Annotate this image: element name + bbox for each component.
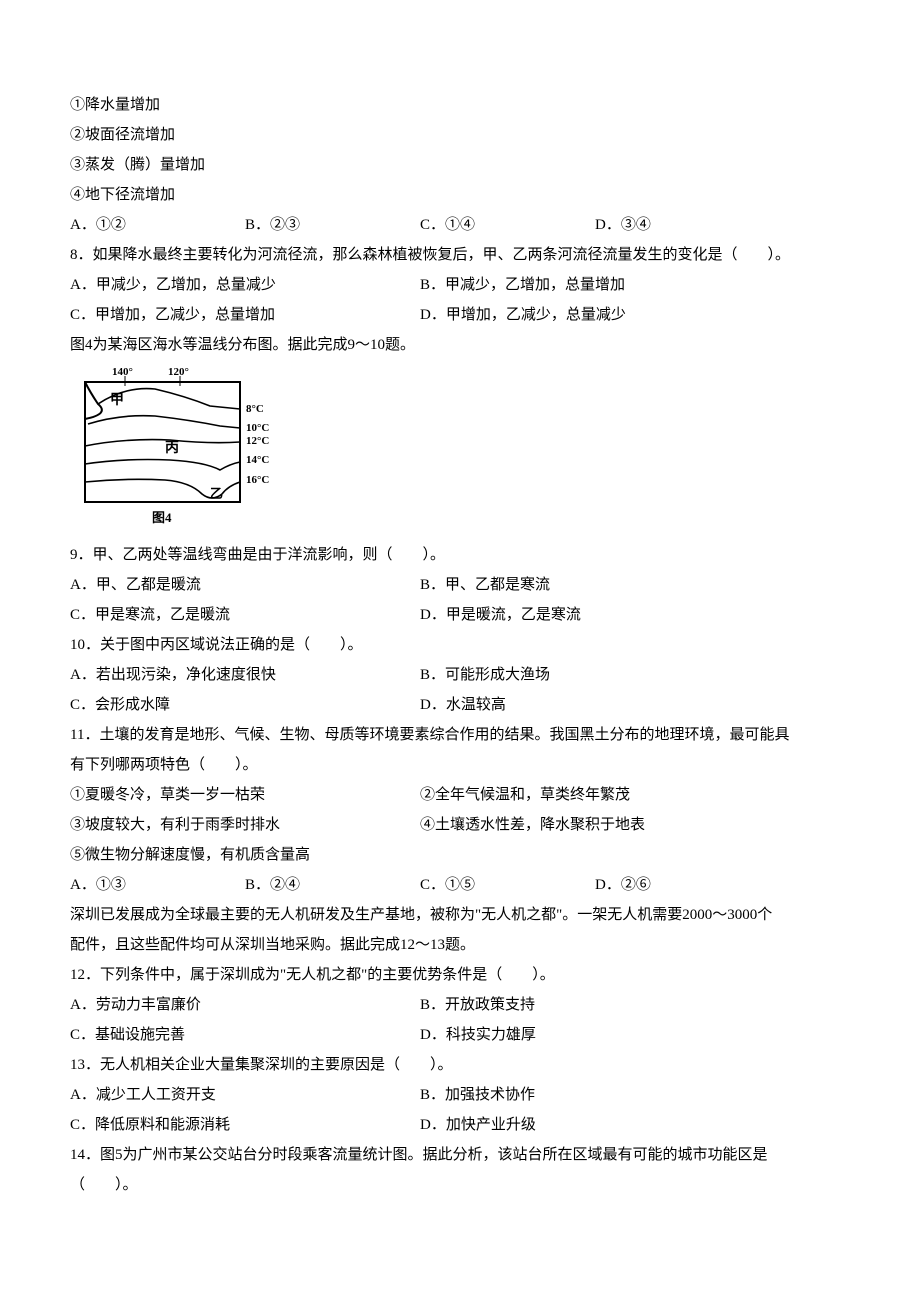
q14-l2: （ ）。	[70, 1170, 850, 1200]
q10-opt-d: D．水温较高	[420, 690, 506, 720]
q13-opt-c: C．降低原料和能源消耗	[70, 1110, 420, 1140]
figure-4: 140° 120° 甲 丙 乙 8°C 10°C 12°C 14°C 16°C …	[70, 364, 850, 540]
q9-opt-c: C．甲是寒流，乙是暖流	[70, 600, 420, 630]
q11-opt-d: D．②⑥	[595, 870, 651, 900]
q12-stem: 12．下列条件中，属于深圳成为"无人机之都"的主要优势条件是（ ）。	[70, 960, 850, 990]
q13-row2: C．降低原料和能源消耗 D．加快产业升级	[70, 1110, 850, 1140]
q7-stem-1: ①降水量增加	[70, 90, 850, 120]
q11-s2: ②全年气候温和，草类终年繁茂	[420, 780, 630, 810]
fig4-label-jia: 甲	[110, 392, 124, 408]
fig4-svg: 140° 120° 甲 丙 乙 8°C 10°C 12°C 14°C 16°C …	[70, 364, 290, 529]
passage12-l2: 配件，且这些配件均可从深圳当地采购。据此完成12～13题。	[70, 930, 850, 960]
fig4-label-yi: 乙	[210, 486, 223, 501]
q10-opt-c: C．会形成水障	[70, 690, 420, 720]
q8-opt-b: B．甲减少，乙增加，总量增加	[420, 270, 625, 300]
q11-opt-a: A．①③	[70, 870, 245, 900]
q9-stem: 9．甲、乙两处等温线弯曲是由于洋流影响，则（ ）。	[70, 540, 850, 570]
q14-l1: 14．图5为广州市某公交站台分时段乘客流量统计图。据此分析，该站台所在区域最有可…	[70, 1140, 850, 1170]
q12-opt-b: B．开放政策支持	[420, 990, 535, 1020]
q7-opt-a: A．①②	[70, 210, 245, 240]
q8-row1: A．甲减少，乙增加，总量减少 B．甲减少，乙增加，总量增加	[70, 270, 850, 300]
q11-opt-c: C．①⑤	[420, 870, 595, 900]
fig4-t8: 8°C	[246, 403, 264, 415]
q8-row2: C．甲增加，乙减少，总量增加 D．甲增加，乙减少，总量减少	[70, 300, 850, 330]
q10-opt-a: A．若出现污染，净化速度很快	[70, 660, 420, 690]
q13-stem: 13．无人机相关企业大量集聚深圳的主要原因是（ ）。	[70, 1050, 850, 1080]
q11-s5: ⑤微生物分解速度慢，有机质含量高	[70, 840, 850, 870]
q13-row1: A．减少工人工资开支 B．加强技术协作	[70, 1080, 850, 1110]
q11-options: A．①③ B．②④ C．①⑤ D．②⑥	[70, 870, 850, 900]
fig4-intro: 图4为某海区海水等温线分布图。据此完成9～10题。	[70, 330, 850, 360]
fig4-t14: 14°C	[246, 454, 269, 466]
q9-opt-b: B．甲、乙都是寒流	[420, 570, 550, 600]
fig4-lon-120: 120°	[168, 366, 189, 378]
q8-opt-a: A．甲减少，乙增加，总量减少	[70, 270, 420, 300]
q11-stem-2: 有下列哪两项特色（ ）。	[70, 750, 850, 780]
q10-row1: A．若出现污染，净化速度很快 B．可能形成大渔场	[70, 660, 850, 690]
q11-s4: ④土壤透水性差，降水聚积于地表	[420, 810, 645, 840]
fig4-t10: 10°C	[246, 422, 269, 434]
q7-stem-4: ④地下径流增加	[70, 180, 850, 210]
q13-opt-a: A．减少工人工资开支	[70, 1080, 420, 1110]
fig4-lon-140: 140°	[112, 366, 133, 378]
q12-opt-a: A．劳动力丰富廉价	[70, 990, 420, 1020]
q7-stem-2: ②坡面径流增加	[70, 120, 850, 150]
fig4-label-bing: 丙	[165, 440, 179, 456]
q7-opt-b: B．②③	[245, 210, 420, 240]
q7-opt-c: C．①④	[420, 210, 595, 240]
q12-row2: C．基础设施完善 D．科技实力雄厚	[70, 1020, 850, 1050]
q12-opt-c: C．基础设施完善	[70, 1020, 420, 1050]
q10-opt-b: B．可能形成大渔场	[420, 660, 550, 690]
q11-opt-b: B．②④	[245, 870, 420, 900]
q9-opt-a: A．甲、乙都是暖流	[70, 570, 420, 600]
q8-stem: 8．如果降水最终主要转化为河流径流，那么森林植被恢复后，甲、乙两条河流径流量发生…	[70, 240, 850, 270]
q12-row1: A．劳动力丰富廉价 B．开放政策支持	[70, 990, 850, 1020]
q9-row2: C．甲是寒流，乙是暖流 D．甲是暖流，乙是寒流	[70, 600, 850, 630]
q11-stem-1: 11．土壤的发育是地形、气候、生物、母质等环境要素综合作用的结果。我国黑土分布的…	[70, 720, 850, 750]
passage12-l1: 深圳已发展成为全球最主要的无人机研发及生产基地，被称为"无人机之都"。一架无人机…	[70, 900, 850, 930]
q8-opt-c: C．甲增加，乙减少，总量增加	[70, 300, 420, 330]
q9-row1: A．甲、乙都是暖流 B．甲、乙都是寒流	[70, 570, 850, 600]
q7-opt-d: D．③④	[595, 210, 651, 240]
q7-options: A．①② B．②③ C．①④ D．③④	[70, 210, 850, 240]
fig4-t16: 16°C	[246, 474, 269, 486]
q9-opt-d: D．甲是暖流，乙是寒流	[420, 600, 581, 630]
q13-opt-d: D．加快产业升级	[420, 1110, 536, 1140]
q7-stem-3: ③蒸发（腾）量增加	[70, 150, 850, 180]
q12-opt-d: D．科技实力雄厚	[420, 1020, 536, 1050]
q8-opt-d: D．甲增加，乙减少，总量减少	[420, 300, 626, 330]
q11-s3: ③坡度较大，有利于雨季时排水	[70, 810, 420, 840]
q11-s1: ①夏暖冬冷，草类一岁一枯荣	[70, 780, 420, 810]
fig4-t12: 12°C	[246, 435, 269, 447]
q10-row2: C．会形成水障 D．水温较高	[70, 690, 850, 720]
fig4-caption: 图4	[152, 510, 172, 525]
q11-s-row1: ①夏暖冬冷，草类一岁一枯荣 ②全年气候温和，草类终年繁茂	[70, 780, 850, 810]
q10-stem: 10．关于图中丙区域说法正确的是（ ）。	[70, 630, 850, 660]
q13-opt-b: B．加强技术协作	[420, 1080, 535, 1110]
q11-s-row2: ③坡度较大，有利于雨季时排水 ④土壤透水性差，降水聚积于地表	[70, 810, 850, 840]
